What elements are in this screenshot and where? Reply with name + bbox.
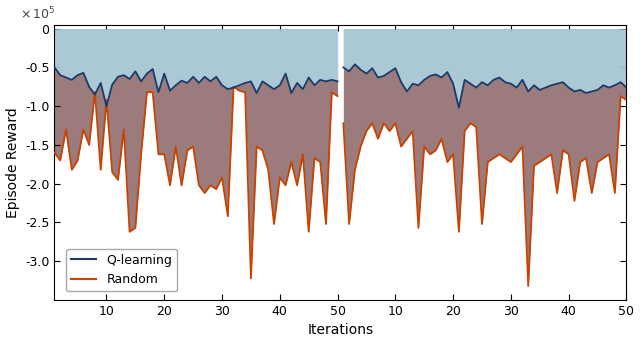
Legend: Q-learning, Random: Q-learning, Random [67,249,177,291]
X-axis label: Iterations: Iterations [307,323,374,338]
Text: $\times\,10^5$: $\times\,10^5$ [20,5,56,22]
Y-axis label: Episode Reward: Episode Reward [6,107,20,218]
